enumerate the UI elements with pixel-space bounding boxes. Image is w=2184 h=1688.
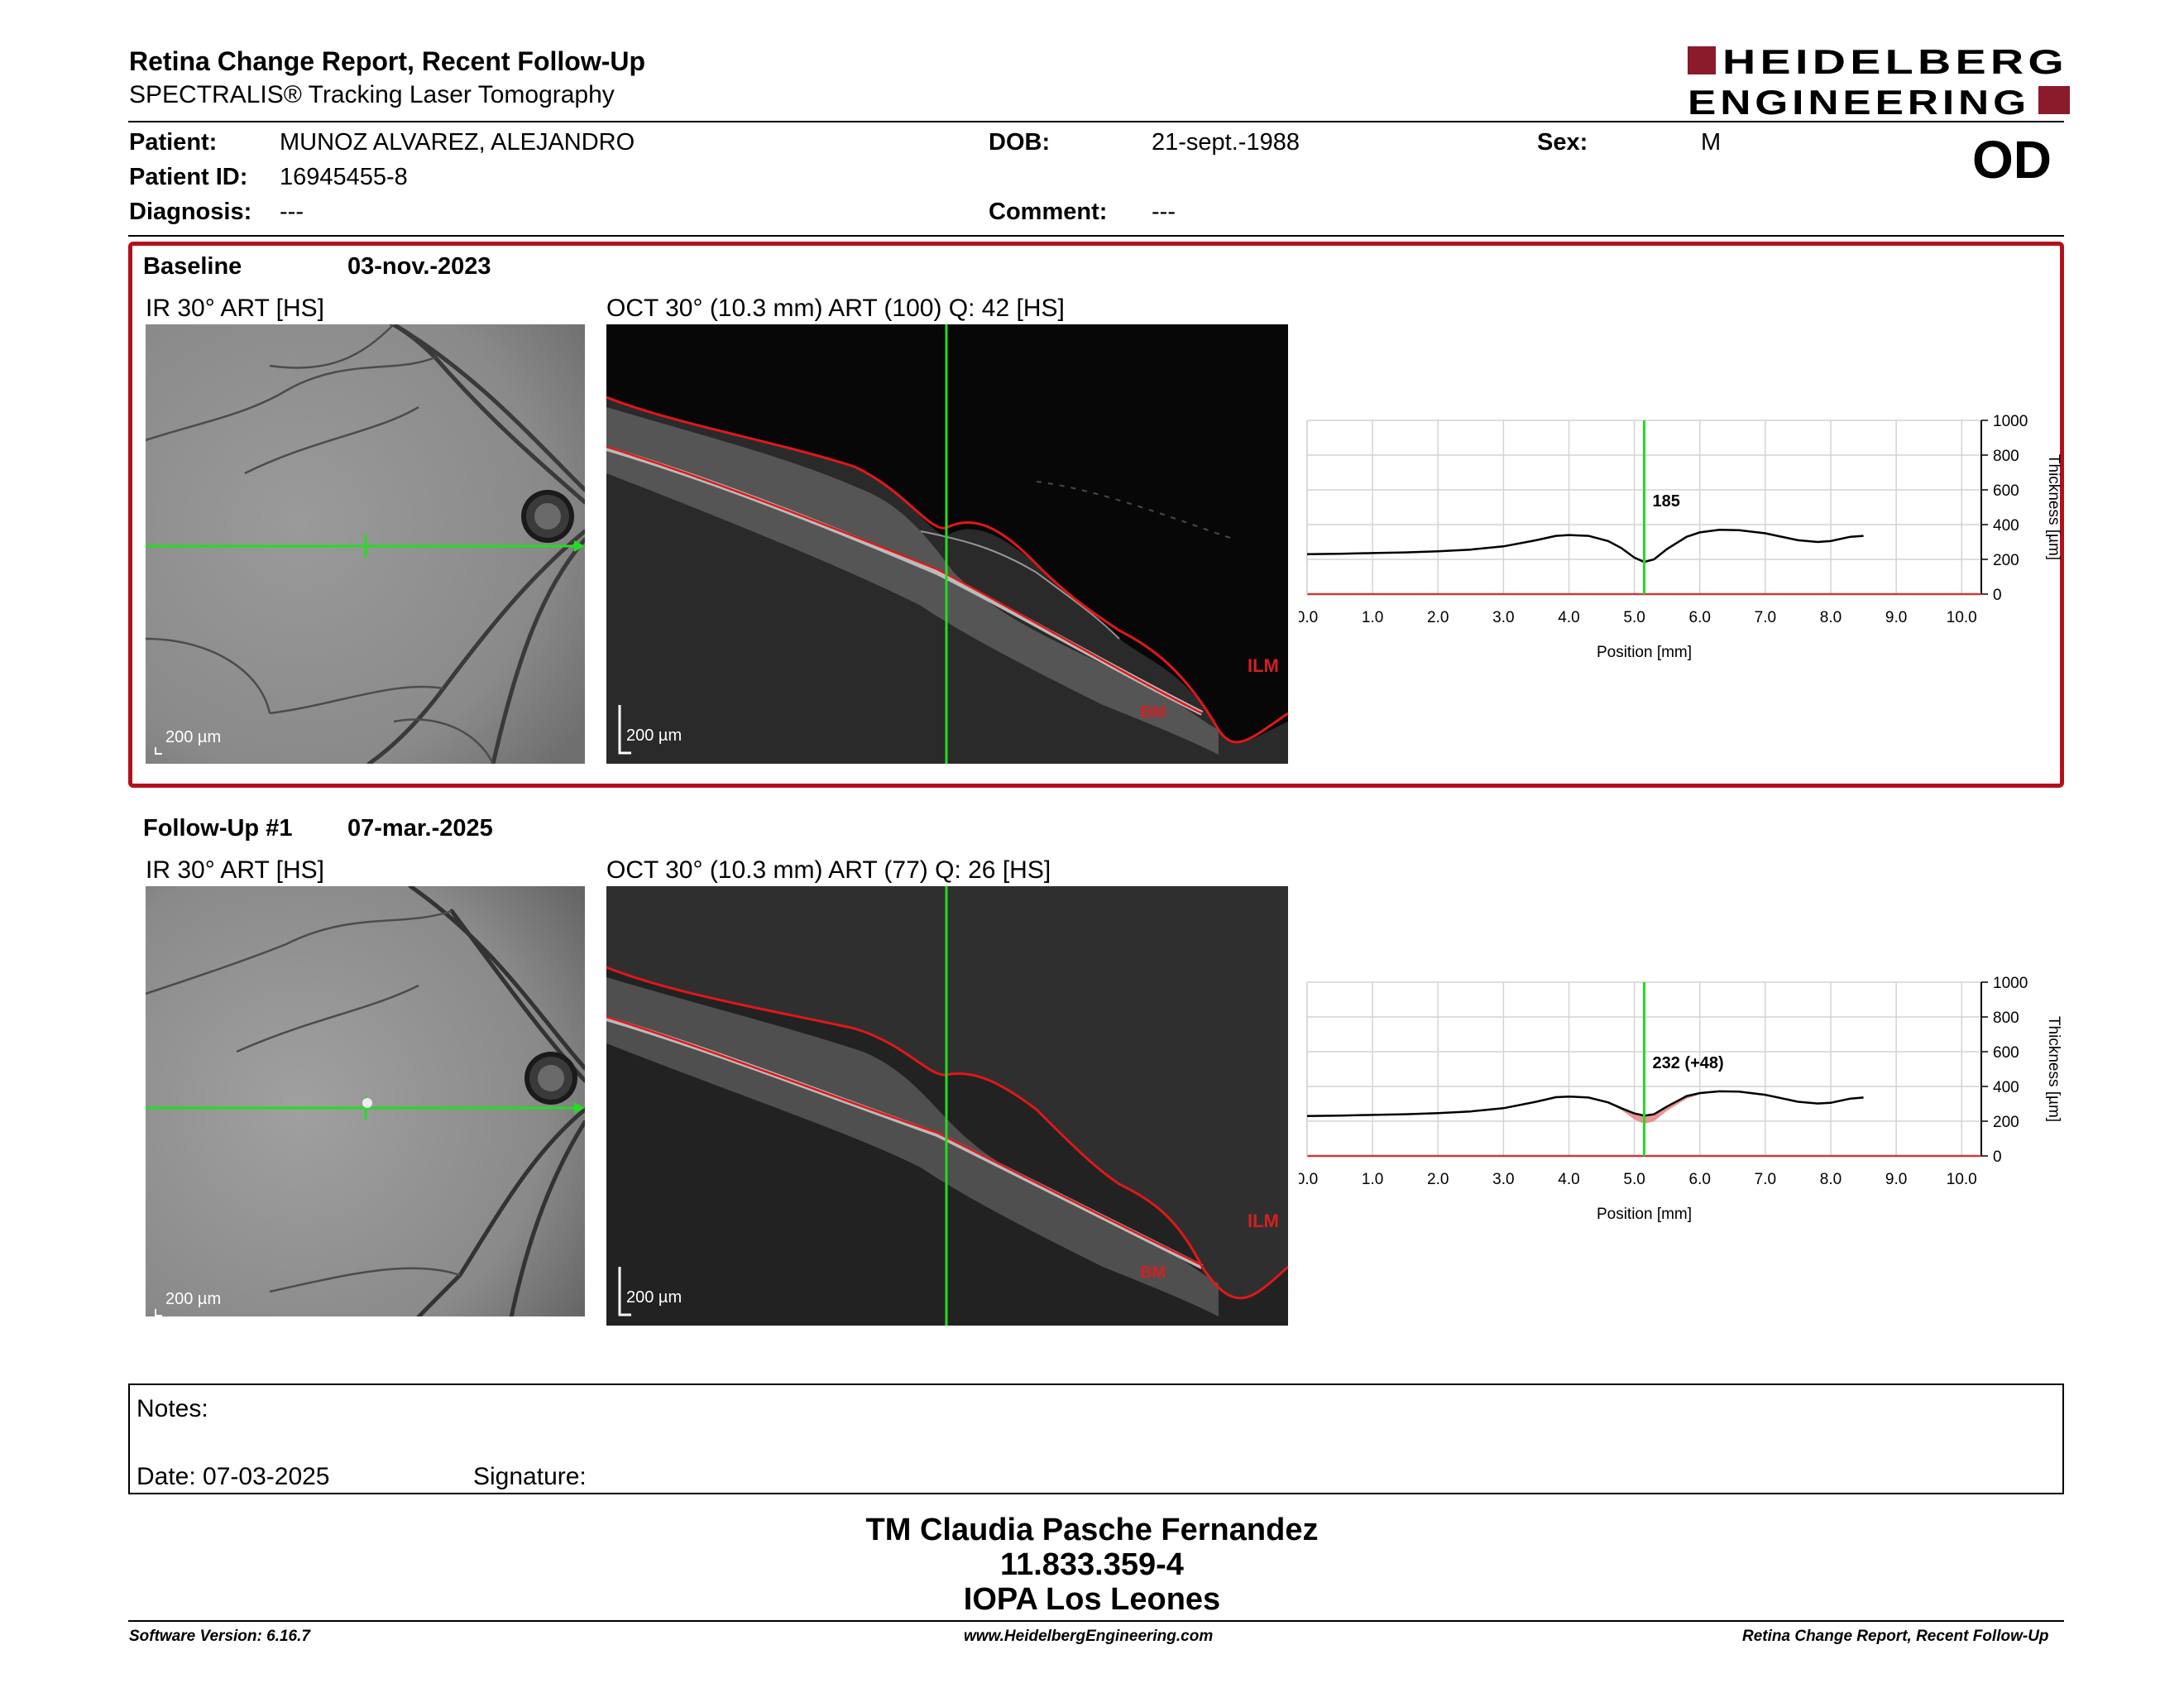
x-tick-label: 4.0 [1558,1171,1579,1188]
thickness-annotation: 185 [1653,492,1680,511]
x-tick-label: 4.0 [1558,609,1579,626]
dob-value: 21-sept.-1988 [1152,129,1300,156]
notes-date: Date: 07-03-2025 [136,1463,330,1490]
followup-thickness-chart: 0 200 400 600 800 1000 0.0 1.0 2.0 3.0 4.0 5.0 6.0 7.… [1299,975,2062,1223]
heidelberg-logo: HEIDELBERG ENGINEERING [1688,43,2070,119]
y-tick-label: 0 [1993,587,2002,604]
svg-text:ENGINEERING: ENGINEERING [1688,83,2030,119]
x-axis-label: Position [mm] [1597,1206,1692,1223]
y-axis-label: Thickness [µm] [2045,1016,2062,1122]
patient-label: Patient: [129,129,218,156]
patient-divider [128,235,2064,237]
y-tick-label: 0 [1993,1149,2002,1166]
y-tick-label: 200 [1993,1114,2019,1131]
baseline-oct-image[interactable]: ILM BM 200 µm [606,324,1288,764]
x-tick-label: 2.0 [1427,1171,1449,1188]
followup-oct-label: OCT 30° (10.3 mm) ART (77) Q: 26 [HS] [606,856,1051,884]
y-tick-label: 600 [1993,482,2019,500]
website-link[interactable]: www.HeidelbergEngineering.com [964,1628,1214,1645]
x-tick-label: 1.0 [1362,609,1383,626]
eye-indicator: OD [1972,130,2052,189]
followup-ir-scale: 200 µm [165,1290,222,1308]
followup-ir-image[interactable]: 200 µm [146,886,585,1326]
dob-label: DOB: [989,129,1051,156]
notes-label: Notes: [136,1395,208,1422]
y-tick-label: 400 [1993,517,2019,535]
baseline-ilm-label: ILM [1248,655,1279,676]
patient-id: 16945455-8 [280,164,408,190]
x-tick-label: 10.0 [1947,1171,1977,1188]
x-tick-label: 5.0 [1623,609,1645,626]
report-title: Retina Change Report, Recent Follow-Up [129,46,646,76]
followup-ilm-label: ILM [1248,1211,1279,1231]
x-tick-label: 6.0 [1689,609,1711,626]
header-divider [128,121,2064,122]
followup-label: Follow-Up #1 [143,815,293,842]
followup-date: 07-mar.-2025 [347,815,493,842]
comment-value: --- [1152,199,1176,225]
patient-id-label: Patient ID: [129,164,248,190]
diagnosis-value: --- [280,199,304,225]
thickness-change-area [1307,1091,1864,1125]
x-tick-label: 6.0 [1689,1171,1711,1188]
signoff-id: 11.833.359-4 [1000,1547,1184,1582]
x-tick-label: 0.0 [1299,1171,1318,1188]
patient-name: MUNOZ ALVAREZ, ALEJANDRO [280,129,635,156]
sex-label: Sex: [1537,129,1588,156]
comment-label: Comment: [989,199,1108,225]
x-tick-label: 10.0 [1947,609,1977,626]
followup-ir-label: IR 30° ART [HS] [146,856,324,884]
x-tick-label: 0.0 [1299,609,1318,626]
thickness-line [1306,1090,1864,1117]
baseline-date: 03-nov.-2023 [347,253,491,280]
baseline-ir-scale: 200 µm [165,728,222,746]
followup-oct-scale: 200 µm [626,1288,682,1307]
baseline-ir-label: IR 30° ART [HS] [146,295,324,322]
software-version: Software Version: 6.16.7 [129,1628,310,1645]
x-tick-label: 5.0 [1623,1171,1645,1188]
footer-divider [128,1620,2064,1622]
report-subtitle: SPECTRALIS® Tracking Laser Tomography [129,81,615,108]
y-tick-label: 600 [1993,1044,2019,1062]
baseline-bm-label: BM [1140,703,1166,722]
baseline-ir-image[interactable]: 200 µm [146,324,585,764]
x-tick-label: 2.0 [1427,609,1449,626]
y-tick-label: 1000 [1993,413,2028,430]
y-tick-label: 800 [1993,1009,2019,1027]
y-tick-label: 400 [1993,1079,2019,1096]
baseline-oct-label: OCT 30° (10.3 mm) ART (100) Q: 42 [HS] [606,295,1065,322]
followup-bm-label: BM [1140,1264,1166,1282]
y-tick-label: 800 [1993,448,2019,465]
notes-box[interactable]: Notes: Date: 07-03-2025 Signature: [128,1383,2064,1494]
signature-label: Signature: [473,1463,587,1490]
thickness-line [1306,529,1864,563]
x-tick-label: 7.0 [1755,1171,1776,1188]
baseline-thickness-chart: 0 200 400 600 800 1000 0.0 1.0 2.0 3.0 4.0 5.0 6.0 7.… [1299,413,2062,661]
x-tick-label: 8.0 [1820,609,1842,626]
x-tick-label: 8.0 [1820,1171,1842,1188]
x-tick-label: 3.0 [1492,609,1514,626]
x-tick-label: 9.0 [1885,1171,1907,1188]
svg-text:HEIDELBERG: HEIDELBERG [1722,43,2068,81]
footer-report-name: Retina Change Report, Recent Follow-Up [1742,1628,2049,1645]
y-tick-label: 1000 [1993,975,2028,992]
thickness-annotation: 232 (+48) [1653,1054,1724,1072]
baseline-frame [128,242,2064,788]
diagnosis-label: Diagnosis: [129,199,252,225]
x-tick-label: 1.0 [1362,1171,1383,1188]
baseline-label: Baseline [143,253,242,280]
followup-oct-image[interactable]: ILM BM 200 µm [606,886,1288,1326]
y-tick-label: 200 [1993,552,2019,569]
x-axis-label: Position [mm] [1597,644,1692,661]
baseline-oct-scale: 200 µm [626,727,682,745]
signoff-name: TM Claudia Pasche Fernandez [865,1513,1319,1547]
x-tick-label: 3.0 [1492,1171,1514,1188]
x-tick-label: 7.0 [1755,609,1776,626]
signoff-place: IOPA Los Leones [963,1582,1221,1617]
x-tick-label: 9.0 [1885,609,1907,626]
sex-value: M [1701,129,1722,156]
y-axis-label: Thickness [µm] [2045,454,2062,560]
